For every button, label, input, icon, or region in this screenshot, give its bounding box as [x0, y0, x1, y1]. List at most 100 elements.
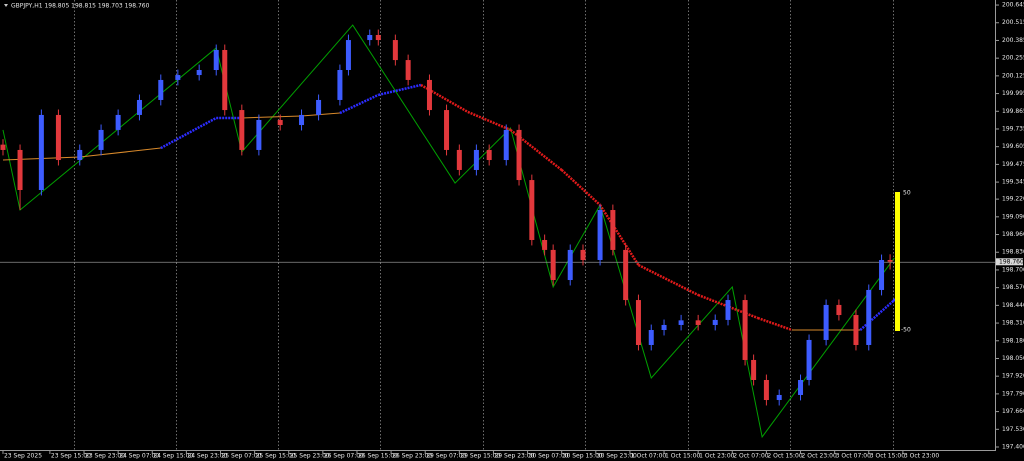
candle-body: [55, 114, 61, 161]
x-tick-label: 30 Sep 15:00: [563, 453, 603, 460]
candle-body: [567, 249, 573, 281]
candle-body: [742, 300, 748, 360]
candle-body: [337, 70, 343, 100]
y-tick-label: 198.310: [1002, 320, 1024, 327]
candle-body: [529, 180, 535, 240]
x-tick-label: 3 Oct 07:00: [836, 453, 871, 460]
y-tick-label: 200.125: [1002, 72, 1024, 79]
y-tick-label: 199.090: [1002, 213, 1024, 220]
candle-body: [751, 359, 757, 380]
x-tick-label: 1 Oct 07:00: [631, 453, 666, 460]
candle-body: [0, 144, 6, 150]
candle-body: [712, 319, 718, 325]
candle-body: [239, 110, 245, 150]
candle-body: [175, 75, 181, 80]
candle-body: [516, 129, 522, 181]
moving-average-segment: [757, 316, 793, 332]
y-tick-label: 200.515: [1002, 19, 1024, 26]
x-tick-label: 1 Oct 15:00: [665, 453, 700, 460]
candle-body: [597, 210, 603, 261]
indicator-top-label: 50: [903, 190, 911, 197]
candle-body: [277, 119, 283, 126]
x-tick-label: 25 Sep 07:00: [221, 453, 261, 460]
moving-average-segment: [467, 110, 511, 132]
x-tick-label: 29 Sep 15:00: [460, 453, 500, 460]
candle-body: [222, 49, 228, 111]
candle-body: [836, 304, 842, 316]
candle-body: [299, 114, 305, 126]
y-tick-label: 199.995: [1002, 90, 1024, 97]
x-tick-label: 3 Oct 23:00: [904, 453, 939, 460]
candle-body: [444, 110, 450, 150]
x-tick-label: 26 Sep 15:00: [358, 453, 398, 460]
moving-average-segment: [560, 169, 601, 206]
y-tick-label: 197.790: [1002, 390, 1024, 397]
y-tick-label: 200.385: [1002, 37, 1024, 44]
candle-body: [473, 149, 479, 170]
candle-body: [256, 119, 262, 150]
y-tick-label: 200.255: [1002, 55, 1024, 62]
candle-body: [38, 114, 44, 190]
y-tick-label: 199.345: [1002, 179, 1024, 186]
indicator-bar: [895, 192, 900, 331]
candle-body: [213, 49, 219, 71]
candle-body: [866, 289, 872, 345]
candle-body: [98, 129, 104, 150]
y-tick-label: 197.660: [1002, 408, 1024, 415]
x-tick-label: 1 Oct 23:00: [699, 453, 734, 460]
symbol-icon: [4, 4, 8, 7]
candle-body: [115, 114, 121, 130]
x-tick-label: 24 Sep 23:00: [187, 453, 227, 460]
y-tick-label: 199.865: [1002, 108, 1024, 115]
candle-body: [77, 149, 83, 161]
candle-body: [879, 260, 885, 290]
candle-body: [196, 70, 202, 76]
x-tick-label: 2 Oct 07:00: [733, 453, 768, 460]
candle-body: [17, 149, 23, 190]
x-tick-label: 24 Sep 07:00: [119, 453, 159, 460]
x-tick-label: 25 Sep 23:00: [290, 453, 330, 460]
candle-body: [158, 79, 164, 100]
candle-body: [426, 79, 432, 111]
candle-body: [136, 99, 142, 115]
candle-body: [661, 324, 667, 331]
y-tick-label: 199.220: [1002, 196, 1024, 203]
candle-body: [405, 60, 411, 80]
candle-body: [550, 249, 556, 281]
candle-body: [367, 35, 373, 41]
candle-body: [887, 260, 893, 262]
x-tick-label: 26 Sep 07:00: [324, 453, 364, 460]
x-tick-label: 30 Sep 23:00: [597, 453, 637, 460]
x-tick-label: 26 Sep 23:00: [392, 453, 432, 460]
x-tick-label: 2 Oct 23:00: [802, 453, 837, 460]
candle-body: [503, 129, 509, 161]
candle-body: [580, 249, 586, 261]
y-tick-label: 197.530: [1002, 426, 1024, 433]
candle-body: [695, 320, 701, 325]
x-tick-label: 30 Sep 07:00: [529, 453, 569, 460]
y-tick-label: 200.645: [1002, 2, 1024, 9]
y-tick-label: 198.440: [1002, 302, 1024, 309]
candle-body: [392, 40, 398, 61]
candle-body: [806, 339, 812, 380]
period-separators: [74, 0, 894, 450]
moving-average-segment: [160, 116, 217, 150]
candle-body: [763, 379, 769, 401]
last-price-label: 198.760: [999, 258, 1024, 265]
y-tick-label: 199.735: [1002, 125, 1024, 132]
moving-average-segment: [859, 299, 896, 331]
y-tick-label: 198.570: [1002, 284, 1024, 291]
candle-body: [610, 210, 616, 250]
candle-body: [823, 304, 829, 340]
y-tick-label: 197.400: [1002, 444, 1024, 451]
moving-average-segment: [637, 263, 699, 297]
y-tick-label: 199.605: [1002, 143, 1024, 150]
candle-body: [798, 379, 804, 395]
candle-body: [648, 330, 654, 345]
x-tick-label: 3 Oct 15:00: [870, 453, 905, 460]
x-tick-label: 25 Sep 15:00: [256, 453, 296, 460]
moving-average-segment: [339, 93, 379, 115]
y-tick-label: 198.050: [1002, 355, 1024, 362]
x-tick-label: 29 Sep 07:00: [426, 453, 466, 460]
